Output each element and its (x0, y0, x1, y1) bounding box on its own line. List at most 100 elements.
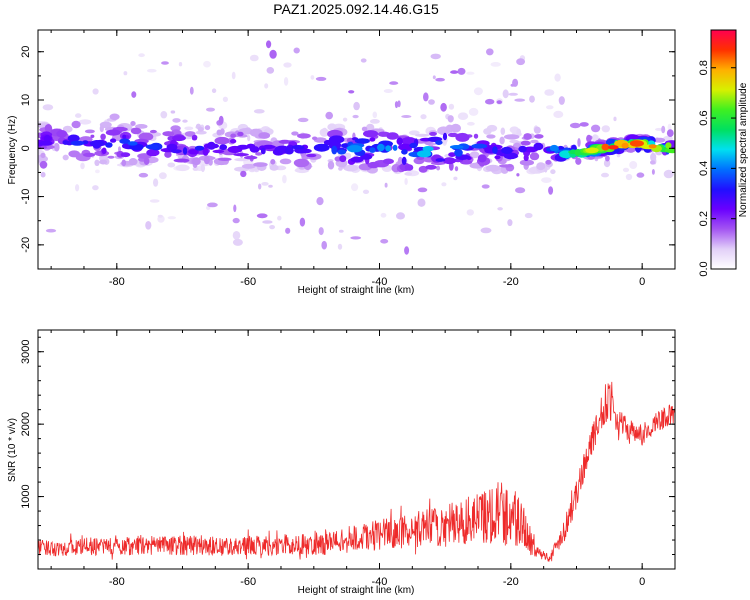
y-tick-label: 3000 (20, 339, 32, 363)
spectral-blob (492, 146, 498, 154)
spectral-blob (601, 143, 610, 151)
colorbar-label: Normalized spectral amplitude (738, 82, 749, 217)
spectral-blob (510, 83, 515, 87)
spectral-blob (351, 183, 359, 192)
spectral-blob (497, 207, 503, 211)
spectral-blob (369, 119, 380, 124)
spectral-blob (313, 143, 330, 152)
spectral-blob (389, 81, 399, 85)
spectral-blob (166, 143, 178, 151)
y-tick-label: 2000 (20, 412, 32, 436)
spectral-blob (428, 99, 435, 105)
spectral-blob (249, 54, 259, 62)
spectral-blob (591, 124, 601, 133)
spectral-blob (62, 140, 69, 145)
spectral-blob (366, 123, 375, 132)
x-tick-label: -20 (503, 276, 519, 288)
spectral-blob (448, 152, 456, 158)
spectral-blob (417, 187, 428, 193)
spectral-blob (457, 112, 469, 120)
spectral-blob (284, 146, 294, 155)
spectral-blob (601, 125, 610, 133)
spectral-blob (483, 128, 492, 135)
spectral-blob (348, 90, 355, 94)
spectral-blob (663, 169, 674, 179)
spectral-blob (120, 152, 131, 158)
spectral-blob (350, 236, 362, 240)
x-tick-label: -80 (109, 276, 125, 288)
spectral-blob (533, 142, 544, 151)
spectral-blob (207, 202, 218, 208)
spectral-blob (39, 140, 53, 146)
spectral-blob (442, 132, 448, 141)
spectral-blob (266, 67, 275, 74)
spectral-blob (661, 125, 666, 134)
spectral-blob (203, 60, 211, 68)
spectral-blob (203, 155, 210, 165)
spectral-blob (173, 158, 190, 163)
spectral-blob (530, 139, 539, 144)
spectral-blob (603, 159, 611, 168)
spectral-blob (663, 135, 673, 142)
spectral-blob (369, 137, 376, 142)
x-tick-label: -80 (109, 576, 125, 588)
spectral-blob (523, 133, 532, 140)
spectral-blob (231, 71, 236, 80)
spectral-blob (339, 155, 347, 163)
spectral-blob (666, 129, 674, 138)
spectral-blob (121, 159, 127, 167)
spectral-blob (234, 158, 249, 162)
spectral-blob (260, 147, 266, 155)
spectral-blob (233, 153, 249, 157)
spectral-blob (291, 145, 305, 150)
spectral-blob (480, 227, 492, 234)
spectral-blob (485, 98, 495, 105)
spectral-blob (577, 138, 581, 147)
spectral-blob (404, 178, 408, 185)
spectral-blob (40, 152, 46, 159)
spectral-blob (353, 101, 360, 111)
spectral-blob (262, 220, 273, 224)
spectral-blob (629, 161, 638, 169)
spectral-blob (131, 91, 137, 98)
spectral-blob (420, 114, 427, 120)
x-tick-label: 0 (639, 276, 645, 288)
spectrogram-x-axis-label: Height of straight line (km) (298, 285, 415, 296)
spectral-blob (331, 145, 338, 155)
spectral-blob (241, 163, 256, 169)
spectral-blob (68, 150, 80, 158)
spectrogram-y-axis-label: Frequency (Hz) (7, 116, 18, 185)
spectral-blob (422, 146, 434, 152)
spectral-blob (569, 122, 581, 129)
spectral-blob (516, 128, 522, 137)
spectral-blob (315, 76, 327, 81)
colorbar-tick-label: 0.8 (698, 60, 710, 75)
spectral-blob (45, 228, 57, 233)
spectral-blob (237, 131, 244, 137)
spectral-blob (499, 164, 514, 168)
spectral-blob (135, 124, 148, 129)
spectral-blob (519, 159, 535, 166)
spectral-blob (244, 155, 258, 160)
spectral-blob (585, 147, 599, 154)
spectral-blob (219, 144, 228, 151)
spectral-blob (262, 144, 276, 149)
spectral-blob (417, 150, 432, 158)
spectral-blob (279, 158, 292, 165)
spectral-blob (650, 152, 657, 162)
spectral-blob (297, 117, 309, 123)
spectral-blob (138, 172, 149, 178)
spectral-blob (217, 157, 232, 161)
spectral-blob (172, 118, 181, 123)
spectral-blob (503, 152, 518, 160)
spectral-blob (605, 155, 610, 162)
spectral-blob (401, 156, 407, 165)
spectral-blob (429, 131, 437, 136)
y-tick-label: 10 (20, 94, 32, 106)
spectral-blob (536, 162, 546, 171)
spectral-blob (110, 138, 117, 143)
spectral-blob (123, 71, 128, 76)
spectral-blob (319, 128, 329, 137)
spectral-blob (214, 136, 230, 145)
spectral-blob (384, 182, 388, 188)
